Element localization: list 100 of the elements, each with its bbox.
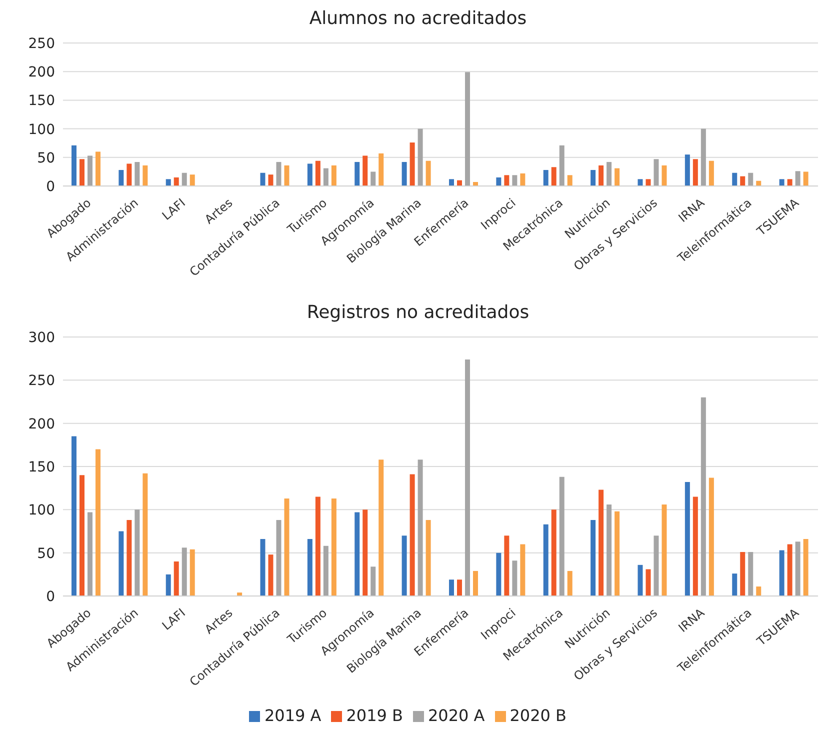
bar: [551, 510, 556, 596]
bar: [787, 179, 792, 186]
bar: [260, 539, 266, 596]
bar: [182, 548, 187, 596]
bar: [174, 561, 179, 596]
y-tick-label: 0: [46, 588, 55, 605]
bar: [472, 570, 478, 596]
bar: [598, 490, 604, 596]
bar: [354, 162, 360, 186]
bar: [378, 153, 384, 186]
bar: [426, 520, 431, 596]
bar: [803, 539, 808, 596]
bar: [323, 546, 328, 596]
bar: [496, 177, 502, 186]
legend-label: 2019 B: [346, 706, 403, 725]
y-tick-label: 150: [28, 93, 55, 110]
y-tick-label: 300: [28, 330, 55, 346]
bar: [700, 128, 706, 186]
bar: [370, 172, 376, 186]
bar: [268, 554, 274, 596]
bar: [795, 171, 800, 186]
bar: [134, 510, 140, 596]
bar: [79, 475, 84, 596]
bar: [708, 478, 714, 596]
bar: [126, 520, 132, 596]
bar: [496, 552, 502, 596]
bar: [87, 156, 92, 186]
y-tick-label: 0: [46, 178, 55, 195]
bar: [354, 512, 360, 596]
bar: [606, 504, 612, 596]
bar: [95, 449, 100, 596]
bar: [71, 436, 76, 596]
chart-title: Alumnos no acreditados: [308, 8, 528, 29]
bar: [166, 574, 171, 596]
bar: [692, 496, 698, 596]
bar: [748, 172, 754, 186]
bar: [684, 482, 690, 596]
bar: [654, 159, 659, 186]
bar: [732, 172, 738, 186]
bar: [662, 504, 667, 596]
bar: [567, 570, 572, 596]
chart-title: Registros no acreditados: [306, 302, 530, 323]
bar: [402, 162, 407, 186]
bar: [559, 145, 564, 186]
bar: [323, 168, 328, 186]
bar: [543, 524, 548, 596]
bar: [118, 531, 124, 596]
y-tick-label: 50: [37, 546, 55, 562]
bar: [464, 359, 470, 596]
bar: [402, 536, 407, 596]
bar: [598, 165, 604, 186]
bar: [638, 179, 643, 186]
bar: [740, 176, 746, 186]
bar: [182, 172, 187, 186]
bar: [410, 142, 415, 186]
bar: [559, 476, 564, 596]
bar: [567, 175, 572, 186]
bar: [126, 164, 132, 186]
bar: [426, 160, 431, 186]
bar: [590, 170, 596, 186]
y-tick-label: 200: [28, 64, 55, 81]
bar: [95, 152, 100, 186]
bar: [512, 175, 518, 186]
bar: [362, 156, 368, 186]
bar: [606, 162, 612, 186]
bar: [638, 564, 643, 596]
bar: [646, 569, 651, 596]
bar: [331, 498, 336, 596]
y-tick-label: 250: [28, 373, 55, 390]
bar: [464, 72, 470, 186]
bar: [284, 165, 290, 186]
bar: [779, 550, 784, 596]
bar: [520, 544, 526, 596]
bar: [551, 167, 556, 186]
bar: [448, 179, 454, 186]
legend-label: 2020 A: [428, 706, 485, 725]
bar: [692, 159, 698, 186]
bar: [307, 164, 312, 186]
bar: [378, 460, 384, 596]
bar: [87, 512, 92, 596]
y-tick-label: 100: [28, 122, 55, 138]
bar: [740, 552, 746, 596]
bar: [260, 172, 266, 186]
bar: [362, 510, 368, 596]
bar: [512, 560, 518, 596]
bar: [118, 170, 124, 186]
bar: [307, 539, 312, 596]
bar: [370, 566, 376, 596]
y-tick-label: 50: [37, 150, 55, 166]
bar: [662, 165, 667, 186]
bar: [418, 460, 423, 596]
bar: [779, 179, 784, 186]
bar: [71, 145, 76, 186]
bar: [684, 154, 690, 186]
y-tick-label: 250: [28, 36, 55, 52]
bar: [614, 511, 620, 596]
bar: [142, 473, 148, 596]
bar: [268, 174, 274, 186]
bar: [134, 162, 140, 186]
bar: [543, 170, 548, 186]
